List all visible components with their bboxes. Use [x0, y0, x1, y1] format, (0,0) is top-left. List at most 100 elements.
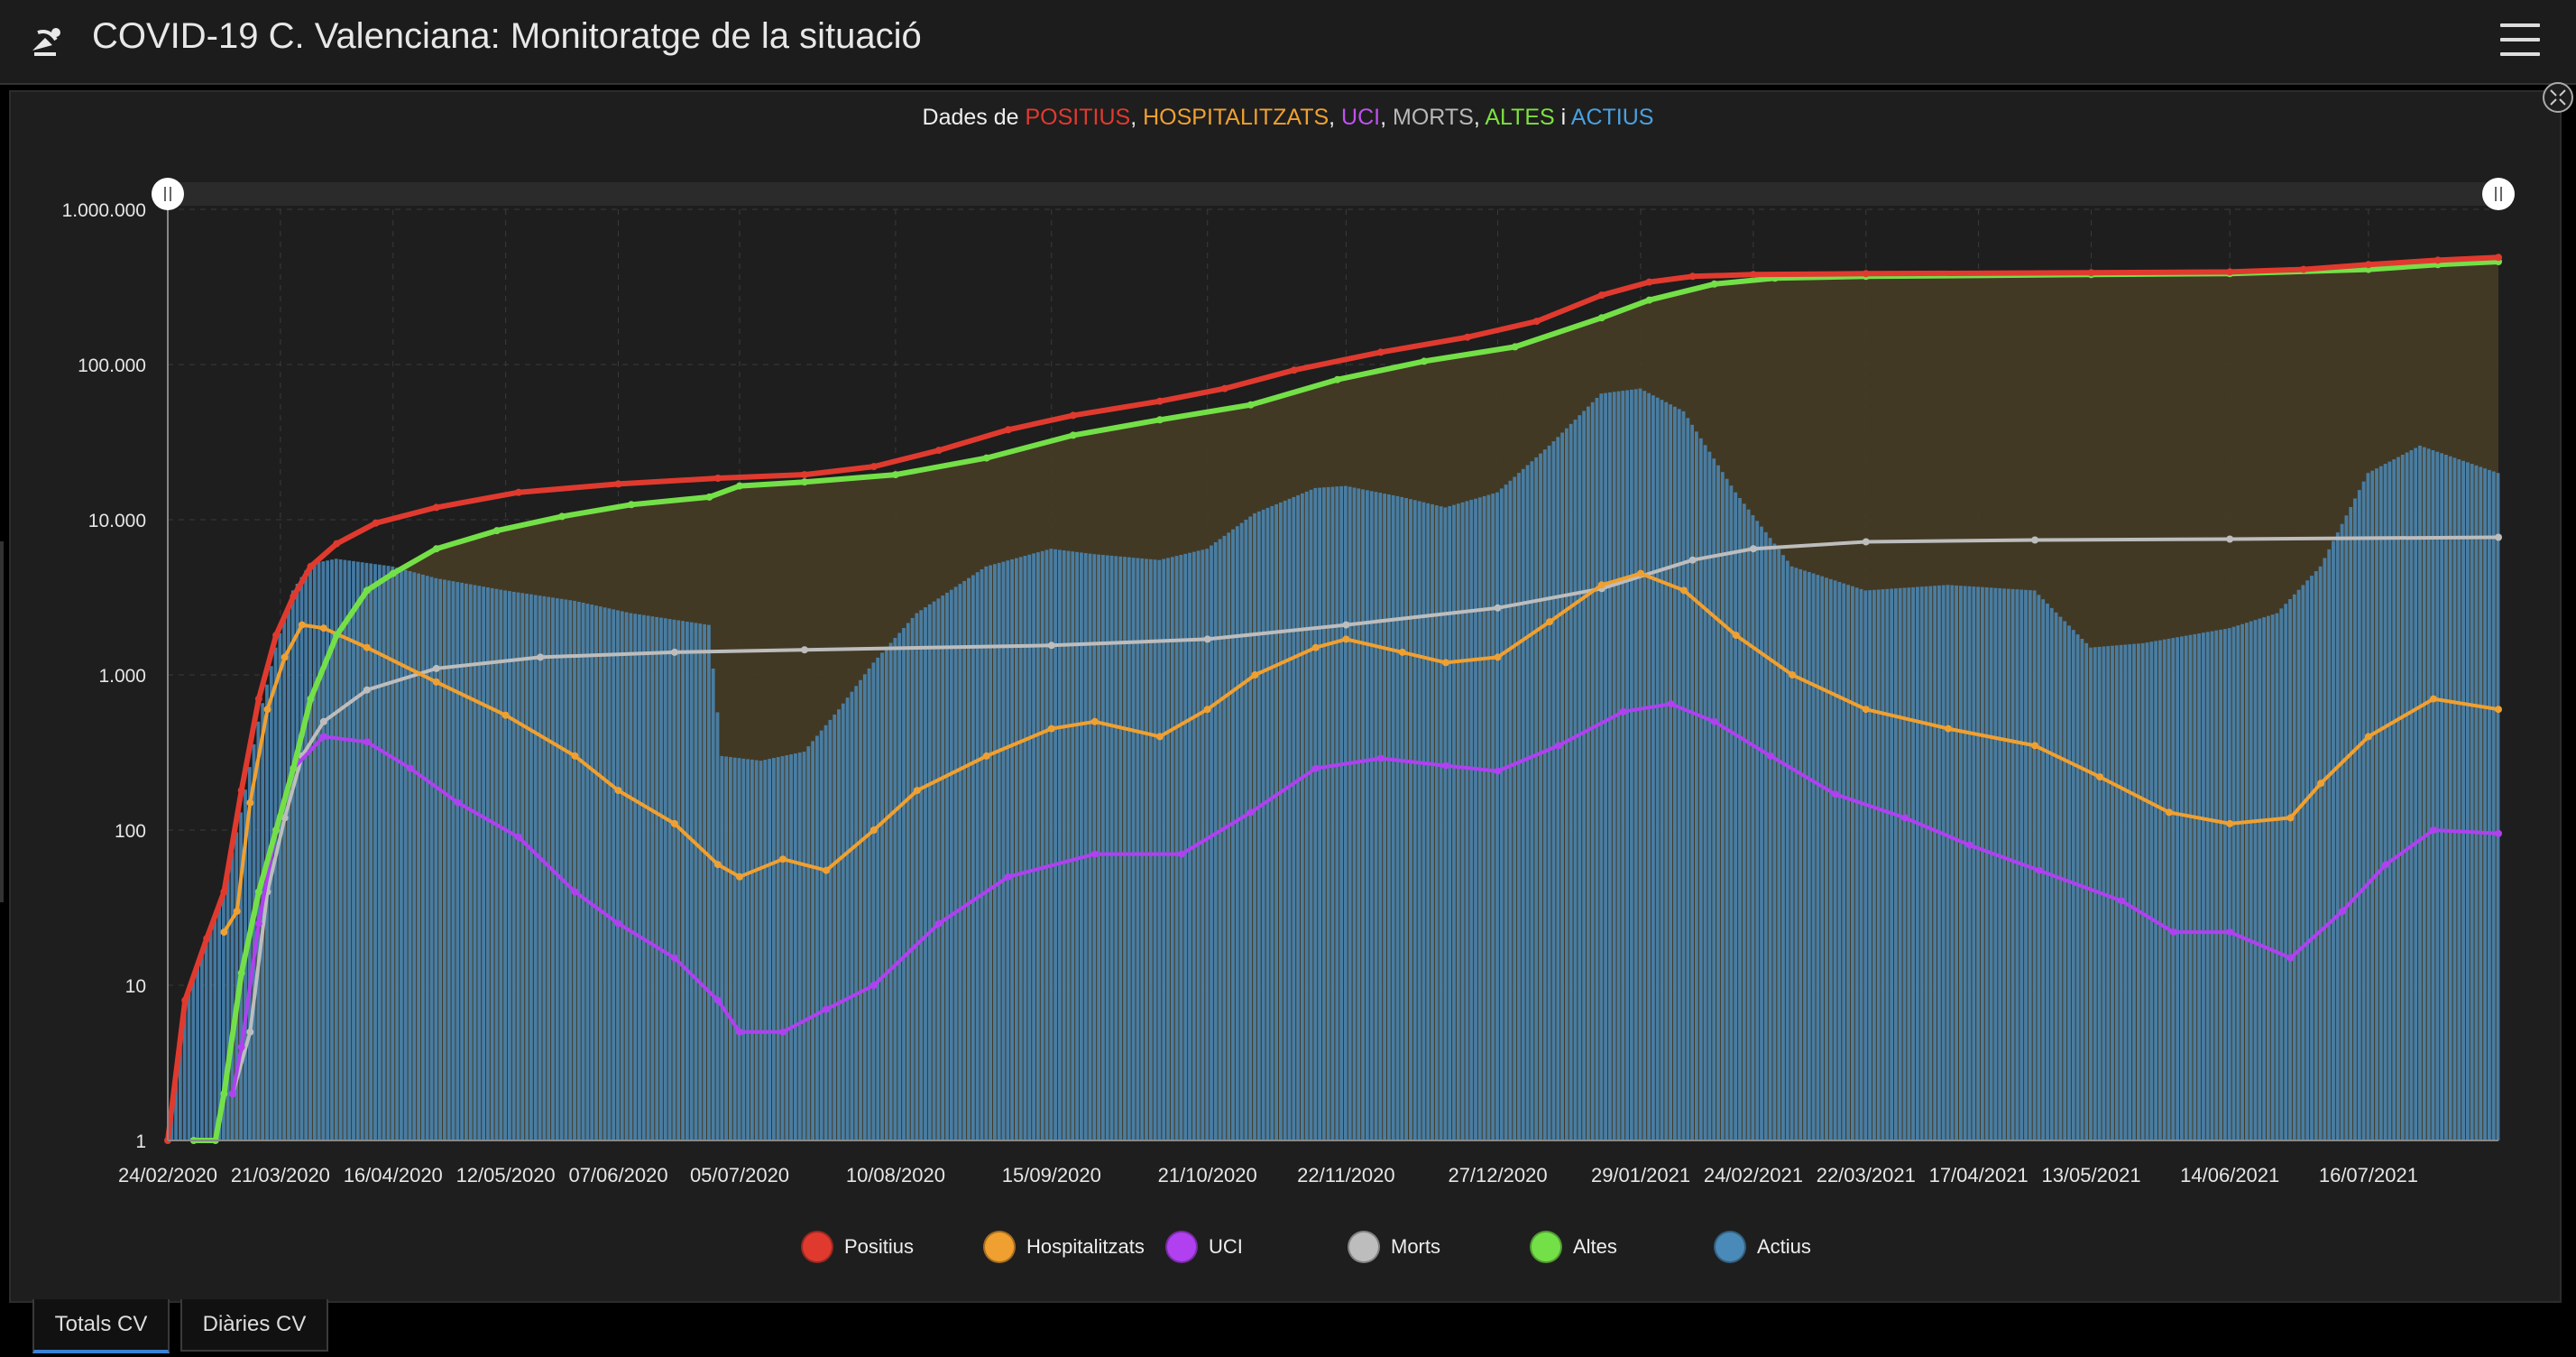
- actius-bar: [1521, 468, 1525, 1140]
- actius-bar: [1015, 558, 1018, 1140]
- chart-title-part: ALTES: [1485, 105, 1555, 130]
- series-point-uci: [515, 833, 522, 841]
- actius-bar: [1434, 505, 1439, 1140]
- series-point-uci: [2495, 829, 2502, 837]
- tab-diaries-cv[interactable]: Diàries CV: [180, 1299, 328, 1352]
- chart-title-part: ,: [1473, 105, 1486, 130]
- actius-bar: [746, 759, 750, 1140]
- actius-bar: [317, 562, 321, 1140]
- actius-bar: [1205, 549, 1210, 1140]
- series-point-hospitalitzats: [298, 621, 306, 629]
- actius-bar: [1578, 415, 1582, 1140]
- hamburger-menu-icon[interactable]: [2500, 23, 2540, 56]
- actius-bar: [2409, 450, 2414, 1140]
- actius-bar: [1872, 589, 1876, 1140]
- actius-bar: [308, 563, 312, 1140]
- actius-bar: [1590, 402, 1595, 1140]
- legend-item-positius[interactable]: Positius: [801, 1231, 914, 1263]
- actius-bar: [1763, 531, 1768, 1140]
- actius-bar: [1357, 488, 1361, 1140]
- actius-bar: [2426, 448, 2431, 1140]
- series-point-positius: [934, 447, 943, 455]
- actius-bar: [2249, 621, 2253, 1140]
- actius-bar: [1902, 587, 1907, 1140]
- actius-bar: [1937, 585, 1941, 1140]
- series-point-positius: [1862, 270, 1870, 278]
- actius-bar: [663, 618, 667, 1140]
- series-point-hospitalitzats: [869, 826, 878, 834]
- actius-bar: [1431, 503, 1434, 1140]
- actius-bar: [910, 618, 915, 1140]
- y-tick-label: 100.000: [78, 355, 146, 376]
- series-point-positius: [1376, 348, 1385, 356]
- chart-title-part: MORTS: [1393, 105, 1474, 130]
- actius-bar: [2414, 448, 2418, 1140]
- actius-bar: [1698, 438, 1703, 1140]
- actius-bar: [603, 607, 607, 1140]
- legend-item-hospitalitzats[interactable]: Hospitalitzats: [983, 1231, 1145, 1263]
- range-handle-right[interactable]: [2482, 178, 2515, 210]
- actius-bar: [2378, 466, 2383, 1140]
- series-point-uci: [2226, 928, 2234, 937]
- actius-bar: [1383, 494, 1386, 1140]
- actius-bar: [1633, 389, 1638, 1140]
- series-point-uci: [363, 738, 371, 746]
- actius-bar: [1569, 423, 1573, 1140]
- legend-item-uci[interactable]: UCI: [1165, 1231, 1243, 1263]
- actius-bar: [1933, 586, 1937, 1140]
- actius-bar: [213, 915, 217, 1140]
- tab-totals-cv[interactable]: Totals CV: [32, 1299, 170, 1353]
- actius-bar: [516, 592, 520, 1140]
- actius-bar: [1695, 431, 1698, 1140]
- actius-bar: [759, 761, 763, 1140]
- actius-bar: [1811, 573, 1816, 1140]
- expand-icon[interactable]: [2540, 79, 2576, 115]
- actius-bar: [1734, 492, 1738, 1140]
- actius-bar: [222, 891, 225, 1140]
- actius-bar: [1318, 487, 1321, 1140]
- actius-bar: [2387, 461, 2392, 1141]
- range-handle-left[interactable]: [152, 178, 184, 210]
- series-point-morts: [246, 1028, 254, 1036]
- actius-bar: [676, 620, 681, 1140]
- series-point-morts: [1342, 621, 1350, 629]
- actius-bar: [2223, 629, 2227, 1140]
- satellite-dish-icon[interactable]: [25, 20, 69, 63]
- actius-bar: [2310, 576, 2314, 1140]
- actius-bar: [2188, 634, 2193, 1140]
- actius-bar: [862, 674, 867, 1140]
- legend-item-altes[interactable]: Altes: [1530, 1231, 1617, 1263]
- actius-bar: [1301, 493, 1304, 1140]
- actius-bar: [230, 852, 235, 1140]
- actius-bar: [1881, 589, 1885, 1140]
- actius-bar: [797, 752, 802, 1140]
- legend-item-morts[interactable]: Morts: [1348, 1231, 1440, 1263]
- legend-item-actius[interactable]: Actius: [1714, 1231, 1811, 1263]
- actius-bar: [707, 624, 711, 1140]
- actius-bar: [2397, 457, 2400, 1141]
- actius-bar: [1608, 392, 1612, 1140]
- actius-bar: [927, 604, 932, 1140]
- actius-bar: [1777, 549, 1781, 1140]
- actius-bar: [932, 601, 936, 1140]
- actius-bar: [945, 592, 949, 1140]
- actius-bar: [1681, 411, 1686, 1140]
- actius-bar: [2357, 490, 2361, 1140]
- actius-bar: [794, 753, 797, 1140]
- actius-bar: [182, 1000, 187, 1140]
- actius-bar: [685, 622, 689, 1140]
- actius-bar: [434, 577, 438, 1140]
- actius-bar: [732, 757, 737, 1140]
- series-point-uci: [2339, 907, 2347, 915]
- series-point-positius: [1532, 318, 1541, 326]
- series-point-morts: [670, 648, 678, 656]
- series-point-hospitalitzats: [363, 643, 371, 651]
- series-point-uci: [319, 733, 327, 741]
- actius-bar: [941, 595, 945, 1140]
- actius-bar: [247, 767, 252, 1140]
- actius-bar: [1366, 490, 1369, 1140]
- x-tick-label: 05/07/2020: [690, 1164, 789, 1186]
- actius-bar: [1075, 551, 1079, 1140]
- actius-bar: [1642, 391, 1647, 1140]
- actius-bar: [2292, 594, 2296, 1140]
